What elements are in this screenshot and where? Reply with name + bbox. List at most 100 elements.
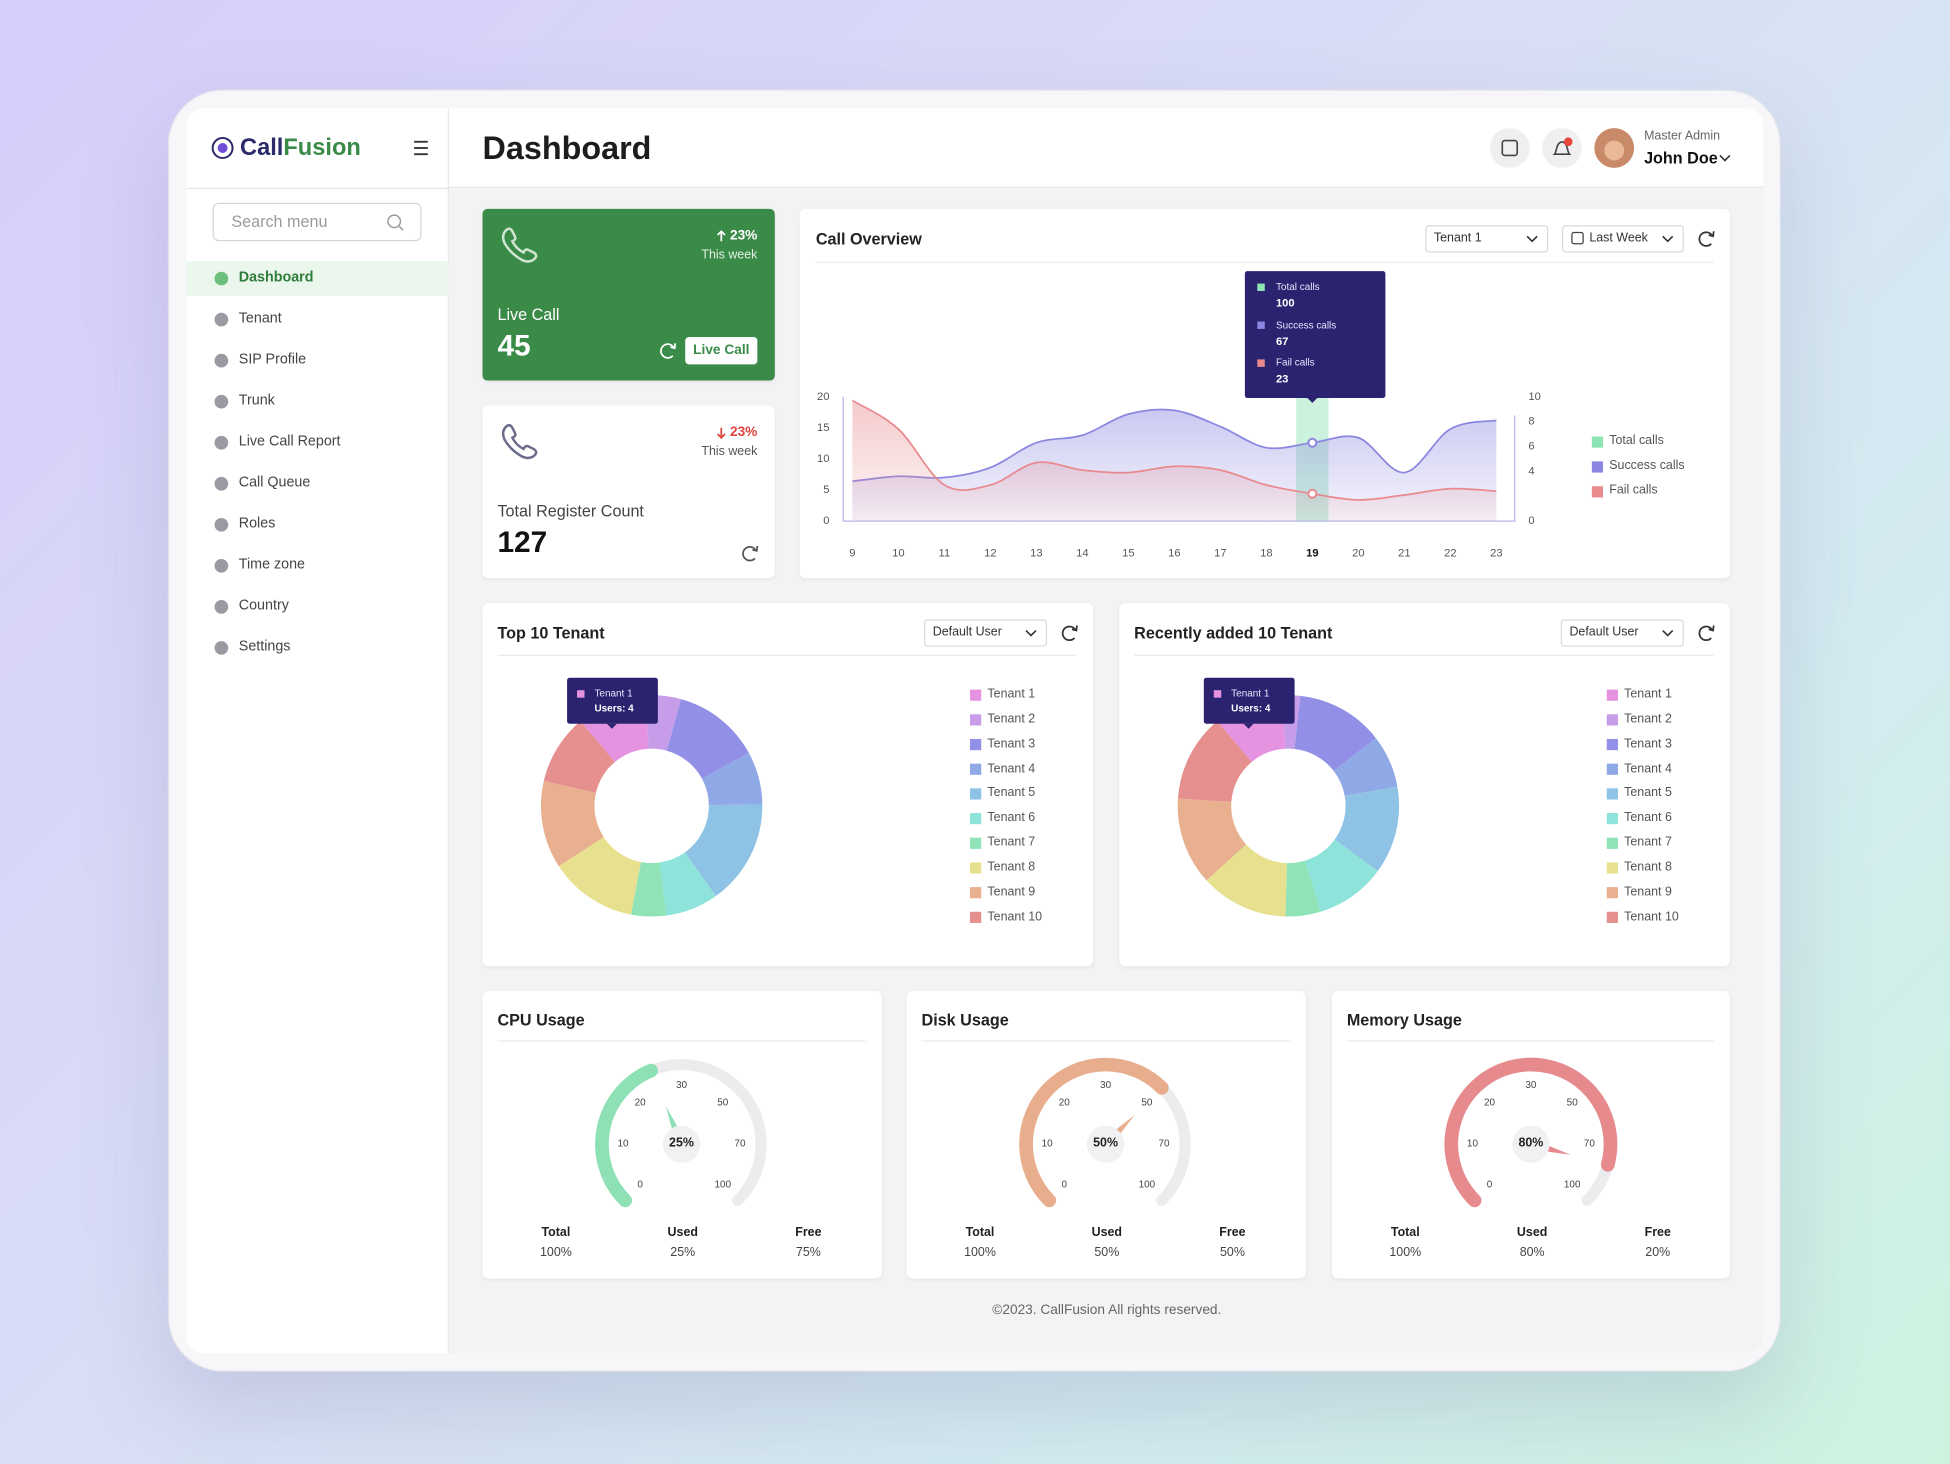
y2-tick-label: 10 (1528, 389, 1541, 403)
page-title: Dashboard (482, 129, 652, 167)
select-box[interactable] (1560, 619, 1684, 647)
gauge-value-label: 80% (1518, 1136, 1544, 1151)
menu-icon (214, 312, 229, 327)
card-label: Live Call (497, 305, 560, 324)
menu-icon (214, 271, 229, 286)
gauge-hub (1512, 1125, 1550, 1163)
pie-slice (701, 753, 763, 806)
legend-label: Tenant 3 (987, 737, 1036, 751)
refresh-icon (1061, 625, 1077, 641)
stat-value: 80% (1519, 1246, 1545, 1260)
legend-label: Tenant 9 (987, 885, 1036, 899)
highlight-dot (1307, 488, 1318, 499)
select-value[interactable]: Default User (1569, 625, 1639, 640)
menu-item[interactable]: Time zone (238, 557, 306, 573)
gauge-hub (662, 1125, 701, 1163)
series-line (851, 399, 1497, 501)
pie-slice (684, 804, 763, 897)
y-tick-label: 20 (817, 389, 830, 403)
legend-swatch (970, 738, 982, 751)
stat-label: Free (1644, 1226, 1671, 1240)
button-label[interactable]: Live Call (693, 342, 750, 358)
menu-item[interactable]: Call Queue (238, 475, 311, 491)
select-value[interactable]: Default User (932, 625, 1002, 640)
menu-item[interactable]: Tenant (238, 311, 282, 327)
chart-title: Disk Usage (921, 1010, 1009, 1030)
chart-title: CPU Usage (497, 1010, 585, 1030)
search-box[interactable] (212, 202, 422, 242)
y-tick-label: 0 (823, 514, 830, 527)
x-tick-label: 21 (1398, 546, 1411, 560)
menu-item[interactable]: Country (238, 598, 289, 614)
x-tick-label: 11 (938, 546, 951, 560)
y-tick-label: 10 (817, 452, 830, 465)
legend-label: Fail calls (1609, 483, 1658, 498)
menu-item[interactable]: Roles (238, 516, 276, 532)
change-value: 23% (729, 424, 758, 440)
menu-item[interactable]: Dashboard (238, 270, 314, 286)
pie-slice (1333, 738, 1398, 796)
tooltip-value: Users: 4 (594, 702, 634, 714)
search-placeholder: Search menu (231, 212, 328, 231)
legend-label: Total calls (1609, 434, 1664, 448)
gauge-hub (1086, 1125, 1125, 1163)
menu-item[interactable]: SIP Profile (238, 352, 307, 368)
legend-label: Tenant 9 (1624, 885, 1672, 899)
gauge-tick-label: 50 (1141, 1096, 1153, 1108)
select-box[interactable] (1561, 225, 1684, 253)
stat-value: 75% (795, 1246, 821, 1260)
select-box[interactable] (924, 619, 1048, 647)
refresh-arrow (1708, 231, 1715, 238)
x-tick-label: 9 (849, 546, 856, 560)
legend-swatch (970, 813, 982, 825)
menu-item[interactable]: Trunk (238, 393, 275, 409)
gauge-tick-label: 0 (637, 1179, 643, 1191)
menu-icon (214, 394, 229, 409)
select-value[interactable]: Tenant 1 (1433, 231, 1482, 245)
legend-swatch (1606, 689, 1618, 701)
menu-item[interactable]: Settings (238, 639, 291, 655)
legend-label: Tenant 2 (1624, 712, 1672, 727)
register-card (482, 405, 775, 579)
tooltip (1203, 677, 1295, 724)
x-tick-label: 19 (1306, 546, 1319, 560)
legend-swatch (1606, 738, 1618, 751)
pie-slice (1285, 860, 1321, 917)
sidebar (186, 108, 449, 1354)
brand-part: Fusion (283, 134, 361, 162)
x-tick-label: 12 (984, 546, 997, 560)
x-tick-label: 15 (1122, 546, 1135, 560)
gauge-needle (1115, 1115, 1135, 1135)
tooltip-name: Tenant 1 (594, 687, 633, 699)
select-box[interactable] (1425, 225, 1549, 253)
stat-value: 100% (1389, 1246, 1422, 1260)
stat-value: 50% (1094, 1246, 1120, 1260)
legend-label: Tenant 5 (1624, 786, 1672, 801)
stat-label: Total (1390, 1226, 1420, 1240)
legend-label: Tenant 1 (1624, 687, 1672, 702)
legend-swatch (1606, 763, 1618, 775)
legend-swatch (1606, 714, 1618, 726)
change-arrow (716, 230, 726, 242)
legend-swatch (1606, 911, 1618, 923)
stat-label: Used (1091, 1226, 1123, 1240)
legend-swatch (1591, 461, 1604, 473)
gauge-tick-label: 20 (634, 1096, 646, 1108)
legend-swatch (1606, 887, 1618, 899)
gauge-tick-label: 20 (1058, 1096, 1070, 1108)
legend-swatch (970, 689, 982, 701)
select-value[interactable]: Last Week (1589, 231, 1648, 245)
legend-swatch (970, 887, 982, 899)
x-tick-label: 18 (1260, 546, 1273, 560)
menu-item[interactable]: Live Call Report (238, 434, 341, 450)
live-call-button[interactable] (685, 337, 758, 365)
tooltip-swatch (1213, 690, 1222, 698)
phone-icon (501, 227, 538, 263)
tooltip-swatch (1257, 283, 1265, 292)
gauge-needle (1546, 1145, 1571, 1155)
gauge-needle (665, 1106, 678, 1130)
pie-slice (540, 780, 604, 867)
gauge-tick-label: 70 (1158, 1137, 1170, 1150)
x-tick-label: 22 (1444, 546, 1457, 560)
sidebar-divider (186, 187, 449, 190)
